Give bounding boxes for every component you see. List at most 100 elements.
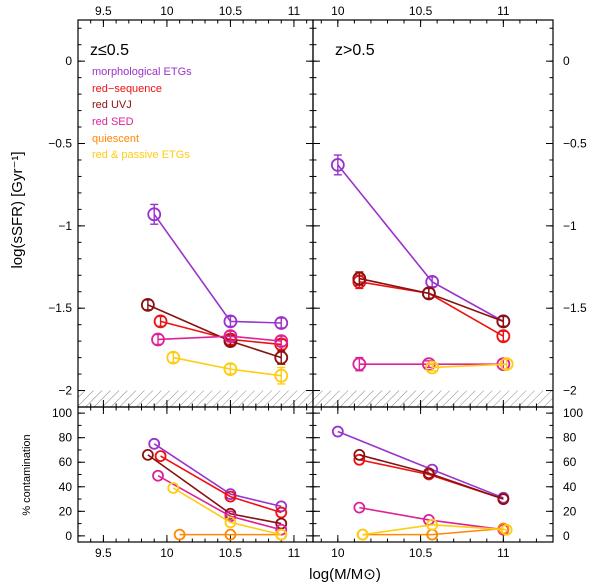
data-point — [353, 501, 366, 514]
data-point — [147, 207, 162, 222]
series-line — [147, 454, 282, 525]
x-tick-label-bottom: 11 — [288, 546, 301, 560]
panel-frame — [77, 406, 314, 543]
y-tick-label: −1.5 — [563, 301, 587, 315]
data-point — [353, 453, 366, 466]
data-point — [499, 357, 514, 372]
x-tick-label-bottom: 10.5 — [409, 546, 433, 560]
series-red-passive-etgs — [425, 357, 514, 375]
x-tick-label-bottom: 10 — [160, 546, 174, 560]
series-line — [153, 213, 282, 324]
data-point — [141, 448, 154, 461]
series-line — [362, 527, 504, 536]
series-red-sed — [353, 501, 510, 536]
series-line — [337, 430, 504, 499]
series-line — [157, 335, 282, 342]
x-tick-label-bottom: 10 — [331, 546, 345, 560]
data-point — [167, 482, 180, 494]
series-line — [359, 454, 504, 500]
data-point — [274, 350, 289, 365]
x-tick-label-bottom: 9.5 — [95, 546, 112, 560]
series-red-uvj — [141, 448, 288, 530]
legend-entry-red-passive-etgs: red & passive ETGs — [92, 149, 190, 161]
series-line — [173, 356, 282, 377]
y-tick-label: −2 — [563, 384, 577, 398]
x-tick-label-top: 10.5 — [409, 4, 433, 18]
y-axis-label-bottom: % contamination — [21, 434, 33, 515]
y-tick-label: 20 — [563, 504, 577, 518]
y-tick-label: 40 — [563, 480, 577, 494]
legend-entry-red-sequence: red−sequence — [92, 83, 162, 95]
series-red-passive-etgs — [166, 350, 289, 385]
data-point — [496, 314, 511, 329]
series-red-sequence — [154, 450, 288, 519]
legend-entry-red-uvj: red UVJ — [92, 99, 132, 111]
series-red-sequence — [153, 314, 289, 352]
series-morphological-etgs — [148, 437, 288, 513]
series-red-uvj — [352, 271, 511, 329]
data-point — [426, 518, 439, 531]
series-red-sequence — [353, 453, 510, 505]
panel-frame — [312, 19, 554, 408]
y-tick-label: 0 — [65, 54, 72, 68]
y-tick-label: 80 — [563, 431, 577, 445]
excluded-region-hatch — [78, 390, 313, 407]
series-line — [153, 443, 282, 508]
series-red-sequence — [352, 274, 511, 344]
legend: morphological ETGs red−sequence red UVJ … — [92, 66, 192, 161]
series-line — [362, 524, 507, 536]
data-point — [274, 334, 289, 349]
data-point — [151, 332, 165, 347]
y-tick-label: 60 — [563, 455, 577, 469]
x-tick-label-top: 11 — [497, 4, 510, 18]
y-tick-label: 0 — [563, 529, 570, 543]
y-tick-label: 100 — [52, 406, 72, 420]
series-red-passive-etgs — [356, 518, 513, 541]
data-point — [223, 329, 238, 344]
panel-top-left: 9.5 10 10.5 11 0 −0.5 −1 −1.5 −2 — [48, 4, 314, 408]
series-morphological-etgs — [330, 154, 511, 329]
y-tick-label: 100 — [563, 406, 583, 420]
series-line — [157, 475, 282, 531]
data-point — [166, 350, 181, 365]
y-tick-label: −0.5 — [563, 137, 587, 151]
data-point — [275, 517, 288, 530]
series-line — [337, 164, 504, 323]
data-point — [275, 528, 288, 541]
data-point — [154, 450, 167, 462]
data-point — [421, 286, 436, 301]
y-tick-label: −1 — [58, 219, 72, 233]
data-point — [140, 297, 155, 312]
series-line — [432, 363, 507, 369]
data-point — [153, 314, 168, 329]
panel-top-right: 10 10.5 11 0 −0.5 −1 −1.5 −2 — [312, 4, 587, 408]
y-tick-label: −0.5 — [48, 137, 72, 151]
data-point — [275, 500, 288, 513]
series-line — [160, 320, 282, 346]
data-point — [224, 510, 237, 523]
data-point — [425, 360, 440, 375]
legend-entry-quiescent: quiescent — [92, 133, 139, 145]
panel-bottom-left: 9.5 10 10.5 11 0 20 40 60 80 100 — [52, 406, 314, 560]
excluded-region-hatch — [313, 390, 553, 407]
x-tick-label-top: 10.5 — [219, 4, 243, 18]
data-point — [224, 490, 237, 503]
series-line — [160, 455, 282, 514]
y-tick-label: 0 — [65, 529, 72, 543]
y-tick-label: 40 — [59, 480, 73, 494]
series-line — [147, 304, 282, 359]
data-point — [152, 469, 164, 482]
y-tick-label: −1.5 — [48, 301, 72, 315]
data-point — [496, 329, 511, 344]
panel-bottom-right: 10 10.5 11 0 20 40 60 80 100 — [312, 406, 583, 560]
series-red-passive-etgs — [167, 482, 288, 541]
series-line — [359, 506, 504, 531]
data-point — [500, 523, 513, 536]
legend-entry-red-sed: red SED — [92, 116, 134, 128]
panel-title-high-z: z>0.5 — [335, 42, 375, 59]
data-point — [353, 448, 366, 461]
x-tick-label-bottom: 10.5 — [219, 546, 243, 560]
x-tick-label-top: 10 — [160, 4, 174, 18]
data-point — [356, 528, 369, 541]
